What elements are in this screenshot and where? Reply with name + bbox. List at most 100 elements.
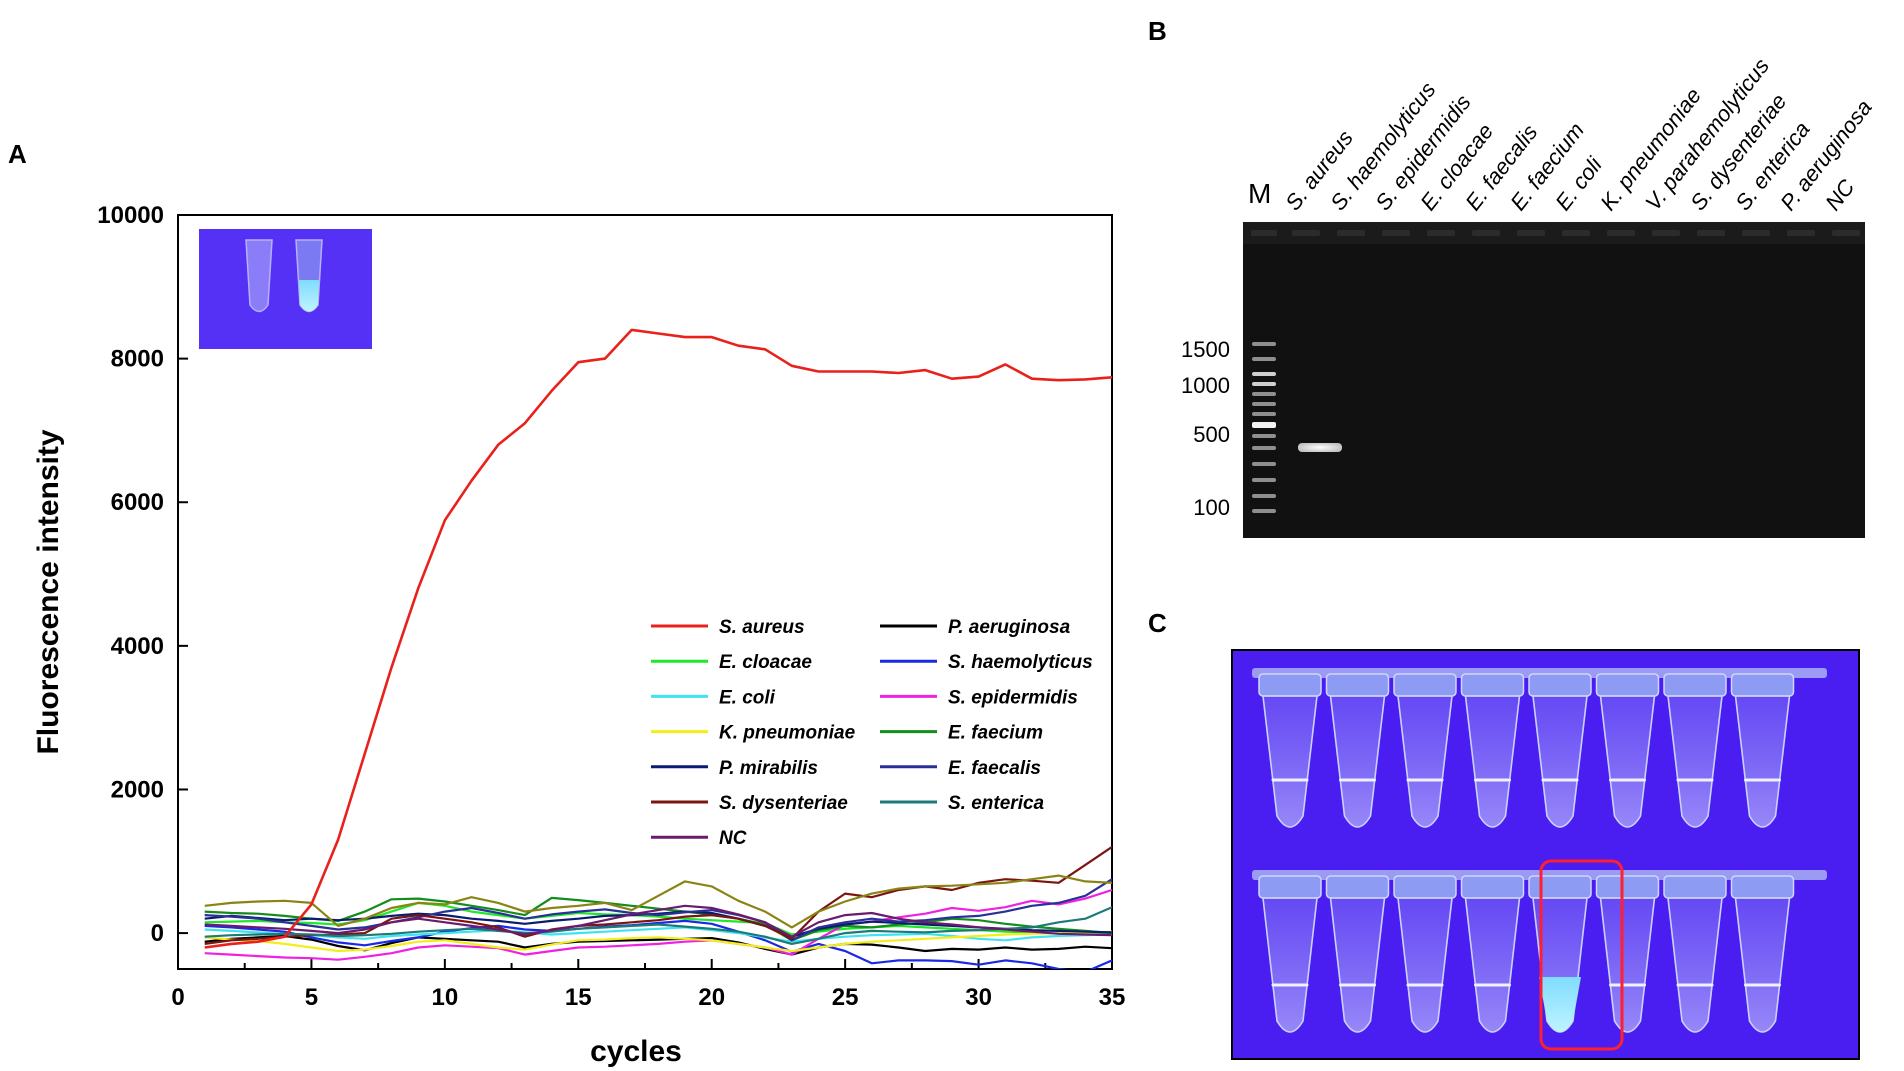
series-line-k-pneumoniae: [204, 930, 1112, 953]
series-group: [204, 328, 1112, 969]
gel-ladder-band: [1252, 478, 1276, 482]
gel-ladder-band: [1252, 422, 1276, 428]
gel-well-e-faecalis: [1472, 230, 1500, 236]
legend-label-k-pneumoniae: K. pneumoniae: [719, 723, 856, 744]
gel-ladder: [1252, 342, 1276, 513]
legend-label-e-faecium: E. faecium: [948, 723, 1043, 744]
tube-row1-2: [1325, 673, 1390, 828]
gel-well-s-haemolyticus: [1337, 230, 1365, 236]
legend-label-s-dysenteriae: S. dysenteriae: [719, 793, 848, 814]
gel-well-s-enterica: [1742, 230, 1770, 236]
gel-ladder-labels: 1500 1000 500 100: [1181, 337, 1230, 520]
x-tick-label: 15: [565, 984, 592, 1011]
tube-row2-1: [1258, 875, 1322, 1033]
tube-row1-4: [1460, 673, 1525, 828]
x-tick-label: 35: [1099, 984, 1126, 1011]
gel-well-s-aureus: [1292, 230, 1320, 236]
series-line-s-enterica: [204, 906, 1112, 946]
gel-band-s-aureus: [1298, 443, 1342, 452]
tube-row2-4: [1460, 875, 1525, 1033]
y-tick-label: 4000: [111, 633, 164, 660]
series-line-s-epidermidis: [204, 888, 1112, 961]
tube-photo-panel: [1231, 649, 1860, 1060]
x-tick-label: 0: [171, 984, 184, 1011]
legend-label-e-cloacae: E. cloacae: [719, 652, 812, 673]
tube-row2-7: [1663, 875, 1727, 1033]
gel-ladder-band: [1252, 446, 1276, 450]
series-line-s-dysenteriae: [204, 845, 1112, 945]
x-tick-label: 20: [698, 984, 725, 1011]
legend-label-s-haemolyticus: S. haemolyticus: [948, 652, 1093, 673]
gel-well-s-dysenteriae: [1697, 230, 1725, 236]
gel-ladder-band: [1252, 412, 1276, 416]
tube-row2-3: [1393, 875, 1457, 1033]
inset-tube-negative: [245, 239, 273, 313]
gel-well-v-parahemolyticus: [1652, 230, 1680, 236]
panel-letter-c: C: [1148, 608, 1167, 638]
gel-image: [1243, 222, 1865, 538]
legend-label-p-aeruginosa: P. aeruginosa: [948, 617, 1071, 638]
gel-well-nc: [1832, 230, 1860, 236]
fluorescence-chart: 0 2000 4000 6000 8000 10000 0 5 10 15 20 25 30 35 Fl…: [32, 202, 1125, 1068]
y-axis: 0 2000 4000 6000 8000 10000: [97, 202, 188, 947]
tube-rows: [1252, 668, 1827, 1033]
gel-ladder-label: 100: [1193, 495, 1230, 520]
y-tick-label: 2000: [111, 776, 164, 803]
x-axis-title: cycles: [590, 1035, 682, 1068]
gel-well-marker: [1251, 230, 1277, 236]
gel-well-k-pneumoniae: [1607, 230, 1635, 236]
gel-ladder-band: [1252, 342, 1276, 346]
tube-row2-2: [1325, 875, 1390, 1033]
legend-label-s-epidermidis: S. epidermidis: [948, 687, 1078, 708]
tube-row1-7: [1663, 673, 1727, 828]
gel-ladder-band: [1252, 372, 1276, 376]
series-line-e-faecium: [204, 896, 1112, 942]
y-tick-label: 6000: [111, 489, 164, 516]
x-axis: 0 5 10 15 20 25 30 35: [171, 959, 1125, 1011]
tube-row1-8: [1730, 673, 1795, 828]
y-axis-title: Fluorescence intensity: [32, 429, 65, 754]
gel-wells: [1251, 230, 1860, 236]
gel-ladder-label: 1500: [1181, 337, 1230, 362]
gel-lane-label-nc: NC: [1820, 175, 1859, 216]
gel-ladder-label: 500: [1193, 422, 1230, 447]
legend-label-e-coli: E. coli: [719, 687, 776, 708]
x-tick-label: 5: [305, 984, 318, 1011]
tube-row2-6: [1595, 875, 1660, 1033]
gel-well-e-coli: [1562, 230, 1590, 236]
legend-label-nc: NC: [719, 828, 747, 849]
legend-label-e-faecalis: E. faecalis: [948, 758, 1041, 779]
legend-label-p-mirabilis: P. mirabilis: [719, 758, 818, 779]
positive-tube-highlight: [1539, 859, 1624, 1051]
y-tick-label: 8000: [111, 346, 164, 373]
series-line-s-aureus: [204, 328, 1112, 949]
tube-row2-5: [1528, 875, 1592, 1033]
gel-well-e-faecium: [1517, 230, 1545, 236]
tube-row1-1: [1258, 673, 1322, 828]
series-line-e-faecalis: [204, 878, 1112, 942]
legend: S. aureus P. aeruginosa E. cloacae S. haemo…: [651, 617, 1093, 849]
gel-ladder-band: [1252, 434, 1276, 438]
legend-label-s-enterica: S. enterica: [948, 793, 1045, 814]
gel-ladder-band: [1252, 509, 1276, 513]
tube-row1-3: [1393, 673, 1457, 828]
gel-marker-label: M: [1248, 178, 1271, 209]
gel-ladder-band: [1252, 382, 1276, 386]
panel-letter-b: B: [1148, 16, 1167, 46]
series-line-p-aeruginosa: [204, 934, 1112, 956]
series-line-nc: [204, 904, 1112, 938]
x-tick-label: 30: [965, 984, 992, 1011]
gel-ladder-band: [1252, 494, 1276, 498]
y-tick-label: 10000: [97, 202, 164, 229]
gel-well-e-cloacae: [1427, 230, 1455, 236]
gel-ladder-band: [1252, 392, 1276, 396]
gel-well-p-aeruginosa: [1787, 230, 1815, 236]
gel-ladder-band: [1252, 462, 1276, 466]
tube-row1-5: [1528, 673, 1592, 828]
tube-row1-6: [1595, 673, 1660, 828]
series-line-s-haemolyticus: [204, 919, 1112, 969]
x-tick-label: 10: [432, 984, 459, 1011]
